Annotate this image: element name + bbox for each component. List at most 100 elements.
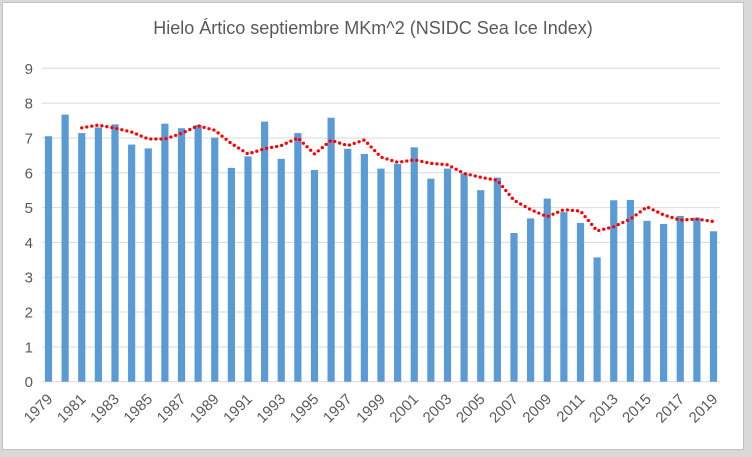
bar-1993 xyxy=(277,158,285,382)
bar-1983 xyxy=(111,124,119,382)
trendline-dot xyxy=(510,196,515,200)
trendline-dot xyxy=(362,138,366,142)
trendline-dot xyxy=(400,160,404,164)
trendline-dot xyxy=(144,136,148,140)
trendline-dot xyxy=(333,139,337,144)
trendline-dot xyxy=(405,159,409,163)
trendline-dot xyxy=(100,124,104,128)
bar-1994 xyxy=(294,133,302,382)
trendline-dot xyxy=(675,217,679,221)
trendline-dot xyxy=(597,228,601,233)
trendline-dot xyxy=(293,137,298,141)
trendline-dot xyxy=(236,146,241,150)
trendline-dot xyxy=(440,162,444,166)
y-axis-label-4: 4 xyxy=(25,235,33,252)
y-axis-label-3: 3 xyxy=(25,270,33,287)
trendline-dot xyxy=(680,218,684,222)
trendline-dot xyxy=(575,209,580,213)
trendline-dot xyxy=(357,140,361,144)
trendline-dot xyxy=(216,131,220,135)
trendline-dot xyxy=(95,123,99,127)
bar-2005 xyxy=(477,190,485,382)
y-axis-label-6: 6 xyxy=(25,165,33,182)
trendline-dot xyxy=(188,127,192,132)
bar-1982 xyxy=(94,127,102,382)
bar-1988 xyxy=(194,125,202,382)
trendline-dot xyxy=(527,207,532,211)
trendline-dot xyxy=(560,208,565,212)
trendline-dot xyxy=(546,214,550,218)
bar-2004 xyxy=(460,173,468,382)
bar-2019 xyxy=(709,231,718,382)
bar-1998 xyxy=(360,153,368,382)
trendline-dot xyxy=(532,209,536,213)
trendline-dot xyxy=(665,214,669,218)
bar-2009 xyxy=(543,198,551,382)
trendline-dot xyxy=(298,138,302,142)
y-axis-label-8: 8 xyxy=(25,96,33,113)
trendline-dot xyxy=(551,212,555,216)
trendline-dot xyxy=(245,151,249,156)
trendline-dot xyxy=(232,143,236,147)
trendline-dot xyxy=(390,158,394,163)
trendline-dot xyxy=(309,148,313,152)
bar-1991 xyxy=(244,156,252,382)
trendline-dot xyxy=(670,215,674,220)
bar-2014 xyxy=(626,199,634,382)
bar-2011 xyxy=(576,222,585,382)
trendline-dot xyxy=(149,137,153,141)
bar-2016 xyxy=(660,223,668,382)
trendline-dot xyxy=(164,136,168,141)
y-axis-label-5: 5 xyxy=(25,200,33,217)
bar-1984 xyxy=(128,144,136,382)
trendline-dot xyxy=(115,126,119,131)
trendline-dot xyxy=(651,208,655,212)
chart-title: Hielo Ártico septiembre MKm^2 (NSIDC Sea… xyxy=(153,18,593,38)
trendline-dot xyxy=(385,157,389,161)
trendline-dot xyxy=(519,202,523,206)
trendline-dot xyxy=(425,160,429,165)
trendline-dot xyxy=(264,146,269,151)
bar-2015 xyxy=(643,220,651,382)
bar-2018 xyxy=(693,217,701,382)
trendline-dot xyxy=(593,226,597,230)
trendline-dot xyxy=(105,125,109,129)
trendline-dot xyxy=(410,158,414,162)
bar-1990 xyxy=(227,167,235,382)
trendline-dot xyxy=(255,149,259,153)
bar-series-group xyxy=(44,114,718,382)
trendline-dot xyxy=(590,222,594,227)
trendline-dot xyxy=(365,141,370,145)
bar-1981 xyxy=(78,133,86,382)
trendline-dot xyxy=(504,188,508,193)
bar-1995 xyxy=(310,169,319,382)
trendline-dot xyxy=(376,152,380,156)
trendline-dot xyxy=(611,225,616,229)
trendline-dot xyxy=(700,218,704,222)
trendline-dot xyxy=(324,142,328,147)
trendline-dot xyxy=(493,178,497,182)
trendline-dot xyxy=(463,172,467,176)
trendline-dot xyxy=(352,141,356,146)
trendline-dot xyxy=(630,216,634,220)
bar-2007 xyxy=(510,233,518,382)
trendline-dot xyxy=(134,132,139,136)
trendline-dot xyxy=(250,151,254,155)
trendline-dot xyxy=(269,145,274,150)
trendline-dot xyxy=(523,204,527,209)
trendline-dot xyxy=(207,127,211,131)
trendline-dot xyxy=(616,223,620,227)
trendline-dot xyxy=(279,143,284,148)
trendline-dot xyxy=(638,210,642,214)
trendline-dot xyxy=(541,213,546,217)
trendline-dot xyxy=(183,130,187,134)
bar-2012 xyxy=(593,257,601,382)
trendline-dot xyxy=(483,176,487,180)
trendline-dot xyxy=(565,208,570,212)
bar-2008 xyxy=(527,218,535,382)
trendline-dot xyxy=(459,170,463,174)
bar-2003 xyxy=(443,168,452,382)
bar-2006 xyxy=(493,177,501,382)
trendline-dot xyxy=(450,165,454,169)
trendline-dot xyxy=(514,199,518,204)
